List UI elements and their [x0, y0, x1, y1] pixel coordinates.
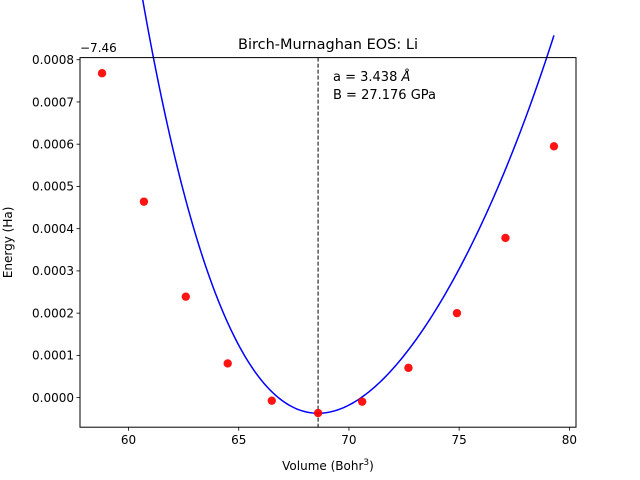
y-axis-ticks: 0.0000 0.0001 0.0002 0.0003 0.0004 0.0005 0.00…: [32, 53, 80, 405]
x-tick-label: 75: [452, 433, 467, 447]
x-tick-label: 65: [231, 433, 246, 447]
y-tick-label: 0.0001: [32, 349, 74, 363]
data-point: [181, 292, 191, 301]
axes-frame: [79, 57, 577, 428]
data-point: [267, 396, 276, 405]
y-tick-label: 0.0008: [32, 53, 74, 67]
y-axis-label: Energy (Ha): [1, 207, 15, 279]
data-point: [452, 308, 462, 318]
x-axis-label-sup: 3: [363, 458, 369, 468]
data-point: [97, 69, 107, 78]
x-axis-label-close: ): [369, 459, 374, 473]
annotation-a: a = 3.438 Å: [333, 69, 410, 85]
y-tick-label: 0.0002: [32, 306, 74, 320]
y-tick-label: 0.0007: [32, 95, 74, 109]
x-axis-ticks: 60 65 70 75 80: [121, 427, 577, 447]
fit-curve: [141, 0, 555, 415]
y-tick-label: 0.0005: [32, 180, 74, 194]
y-tick-label: 0.0000: [32, 391, 74, 405]
data-point: [501, 233, 510, 243]
annotation-a-main: a = 3.438: [333, 70, 401, 85]
x-axis-label-main: Volume (Bohr: [282, 459, 363, 473]
x-tick-label: 80: [562, 433, 577, 447]
data-point: [313, 408, 323, 418]
data-point: [404, 363, 413, 373]
annotation-b: B = 27.176 GPa: [333, 88, 436, 103]
data-point: [139, 197, 149, 206]
plot-area: [97, 0, 559, 428]
x-tick-label: 60: [121, 433, 136, 447]
data-point: [223, 359, 232, 368]
data-point: [549, 142, 559, 151]
x-axis-label: Volume (Bohr3): [282, 458, 374, 473]
x-tick-label: 70: [341, 433, 356, 447]
data-point: [357, 397, 367, 406]
chart-title: Birch-Murnaghan EOS: Li: [238, 37, 418, 53]
y-offset-label: −7.46: [80, 41, 117, 55]
y-tick-label: 0.0006: [32, 137, 74, 151]
y-tick-label: 0.0003: [32, 264, 74, 278]
y-tick-label: 0.0004: [32, 222, 74, 236]
annotation-a-unit: Å: [400, 69, 410, 85]
